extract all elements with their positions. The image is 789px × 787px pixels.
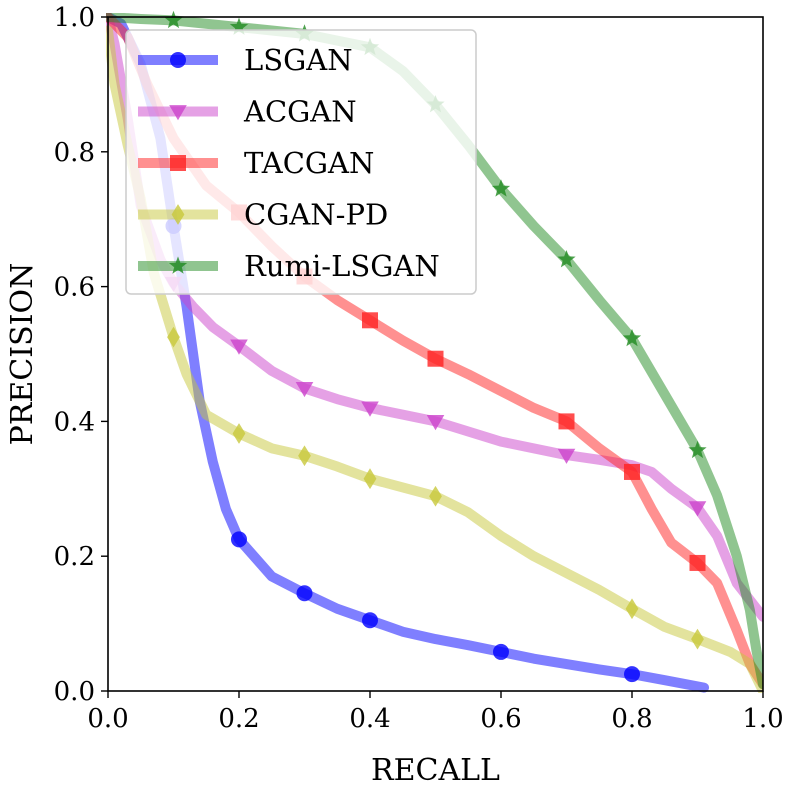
legend-marker-tacgan	[170, 155, 186, 171]
plot-frame	[107, 16, 764, 692]
data-point-rumi-lsgan	[688, 440, 707, 459]
y-axis-label: PRECISION	[5, 263, 40, 446]
x-tick-label: 0.4	[349, 704, 390, 734]
x-tick-label: 1.0	[742, 704, 783, 734]
x-axis-label: RECALL	[371, 753, 500, 787]
data-point-acgan	[230, 339, 248, 355]
y-tick-label: 1.0	[54, 3, 95, 33]
legend-marker-rumi-lsgan	[168, 256, 188, 274]
data-point-acgan	[557, 448, 576, 464]
data-point-lsgan	[296, 585, 313, 602]
data-point-tacgan	[362, 312, 378, 329]
data-point-lsgan	[231, 531, 247, 548]
data-point-rumi-lsgan	[622, 328, 642, 347]
legend-box	[125, 29, 477, 295]
data-point-acgan	[295, 381, 314, 398]
y-tick-label: 0.0	[54, 677, 95, 707]
y-tick-label: 0.6	[54, 273, 95, 303]
legend-marker-cgan-pd	[171, 204, 185, 225]
legend-label-rumi-lsgan: Rumi-LSGAN	[244, 249, 440, 283]
data-point-tacgan	[689, 554, 706, 571]
data-point-cgan-pd	[363, 468, 377, 490]
legend-label-lsgan: LSGAN	[244, 43, 353, 77]
x-tick-label: 0.6	[480, 704, 521, 734]
data-point-cgan-pd	[298, 445, 311, 467]
x-tick-label: 0.8	[611, 704, 652, 734]
data-point-cgan-pd	[429, 485, 442, 507]
data-point-tacgan	[427, 350, 444, 367]
x-tick-label: 0.0	[87, 704, 128, 734]
y-tick-label: 0.4	[54, 407, 95, 437]
x-tick-label: 0.2	[218, 704, 259, 734]
data-point-rumi-lsgan	[557, 250, 576, 268]
legend-label-acgan: ACGAN	[243, 95, 357, 129]
data-point-cgan-pd	[232, 423, 246, 444]
y-tick-label: 0.8	[54, 138, 95, 168]
data-point-rumi-lsgan	[491, 179, 511, 197]
data-point-rumi-lsgan	[164, 10, 183, 29]
legend-marker-acgan	[169, 105, 187, 121]
y-tick-label: 0.2	[54, 542, 95, 572]
data-point-tacgan	[624, 463, 640, 480]
data-point-cgan-pd	[167, 326, 180, 348]
data-point-rumi-lsgan	[229, 17, 249, 35]
data-point-acgan	[426, 415, 445, 431]
data-point-acgan	[361, 401, 379, 417]
ticks-layer: 0.0 0.2 0.4 0.6 0.8 1.0 0.0 0.2 0.4 0.6 0.8 1.0	[54, 3, 784, 734]
data-point-cgan-pd	[625, 598, 639, 620]
data-point-tacgan	[558, 413, 575, 430]
legend-label-tacgan: TACGAN	[244, 146, 374, 180]
data-point-acgan	[688, 501, 707, 517]
data-point-lsgan	[624, 666, 640, 683]
data-point-cgan-pd	[691, 628, 704, 650]
data-point-lsgan	[362, 612, 378, 629]
legend-marker-lsgan	[170, 52, 186, 68]
data-point-lsgan	[493, 643, 509, 660]
legend: LSGAN ACGAN TACGAN CGAN-PD Rumi-LSGAN	[125, 29, 477, 295]
legend-label-cgan-pd: CGAN-PD	[244, 198, 388, 232]
